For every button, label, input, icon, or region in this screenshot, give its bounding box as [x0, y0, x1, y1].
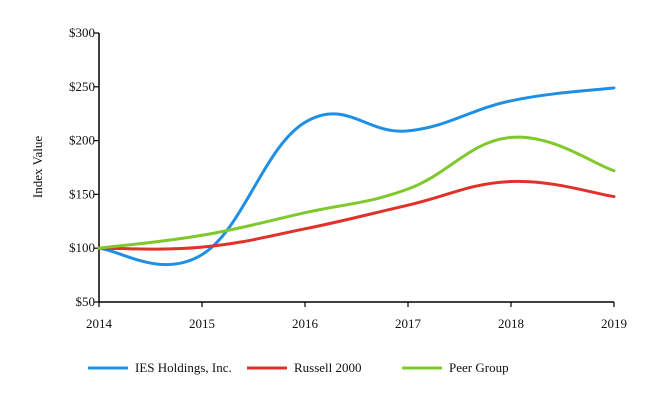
y-tick-label: $100: [69, 240, 95, 255]
legend-label: Peer Group: [449, 360, 509, 375]
y-tick-label: $200: [69, 133, 95, 148]
x-ticks: 2014 2015 2016 2017 2018 2019: [86, 302, 627, 331]
legend: IES Holdings, Inc. Russell 2000 Peer Group: [88, 360, 509, 375]
series-lines: [97, 86, 616, 267]
series-line-ies-holdings-inc: [97, 86, 616, 267]
y-tick-label: $300: [69, 25, 95, 40]
series-line-peer-group: [97, 135, 616, 250]
x-tick-label: 2017: [395, 316, 422, 331]
legend-label: Russell 2000: [294, 360, 362, 375]
y-tick-label: $250: [69, 79, 95, 94]
y-axis-label: Index Value: [30, 136, 45, 198]
y-tick-label: $50: [76, 294, 96, 309]
legend-label: IES Holdings, Inc.: [135, 360, 232, 375]
x-tick-label: 2016: [292, 316, 319, 331]
series-line-russell-2000: [97, 179, 616, 251]
x-tick-label: 2015: [189, 316, 215, 331]
y-ticks: $50 $100 $150 $200 $250 $300: [69, 25, 99, 309]
x-tick-label: 2019: [601, 316, 627, 331]
y-tick-label: $150: [69, 186, 95, 201]
x-tick-label: 2018: [498, 316, 524, 331]
x-tick-label: 2014: [86, 316, 113, 331]
